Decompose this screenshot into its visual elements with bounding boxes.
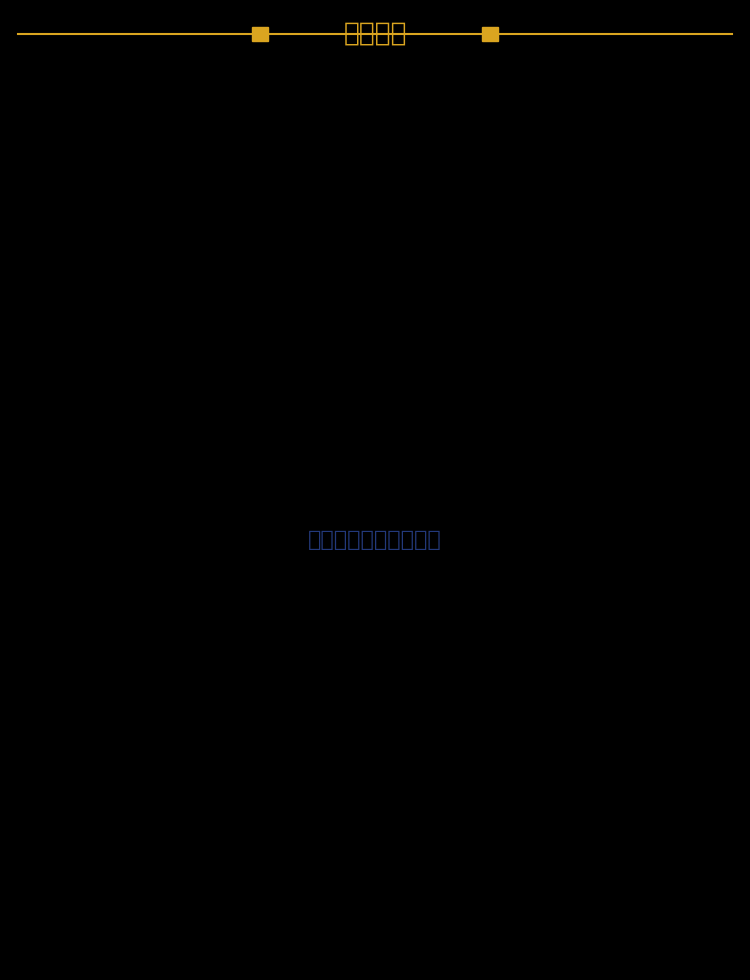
Text: 连接形式及尺寸: 连接形式及尺寸	[20, 90, 95, 108]
Text: 45°: 45°	[62, 269, 80, 278]
Text: 90°: 90°	[170, 133, 187, 143]
Text: 时的位置: 时的位置	[629, 170, 654, 179]
Text: φD1: φD1	[536, 584, 559, 594]
Text: n-d: n-d	[183, 427, 200, 437]
Text: 连接尺寸: 连接尺寸	[344, 21, 406, 47]
Text: 与电机轴线平行: 与电机轴线平行	[274, 186, 318, 196]
Text: 45°: 45°	[416, 269, 435, 278]
Text: 与电机轴线平行: 与电机轴线平行	[629, 186, 673, 196]
Text: 上海湖泉阀门有限公司: 上海湖泉阀门有限公司	[308, 530, 442, 550]
Text: n-d: n-d	[444, 402, 461, 412]
Text: 推力型连接尺寸: 推力型连接尺寸	[538, 356, 597, 370]
Text: h: h	[8, 502, 15, 512]
Text: φD2: φD2	[533, 564, 556, 574]
Text: 图六：电动装置与阀门的连接形式: 图六：电动装置与阀门的连接形式	[312, 559, 438, 573]
Text: φd1: φd1	[189, 554, 211, 564]
Text: φd2: φd2	[129, 568, 151, 578]
Text: n-d: n-d	[0, 431, 10, 441]
Text: l: l	[682, 483, 686, 493]
Text: φD1: φD1	[148, 583, 170, 593]
Text: 8螺孔光孔时的位置: 8螺孔光孔时的位置	[200, 345, 256, 355]
Text: h1: h1	[148, 475, 162, 485]
Text: 时的位置: 时的位置	[274, 170, 299, 179]
Text: f: f	[671, 444, 675, 454]
Text: 4螺孔（光孔）: 4螺孔（光孔）	[274, 154, 318, 164]
Text: 90°: 90°	[524, 133, 542, 143]
Bar	[252, 27, 268, 41]
Bar	[482, 27, 498, 41]
Text: f: f	[298, 450, 302, 460]
Text: 4螺孔（光孔）: 4螺孔（光孔）	[629, 154, 674, 164]
Text: φD2: φD2	[139, 390, 161, 400]
Text: d1: d1	[625, 440, 639, 450]
Text: 转矩型连接尺寸: 转矩型连接尺寸	[169, 356, 227, 370]
